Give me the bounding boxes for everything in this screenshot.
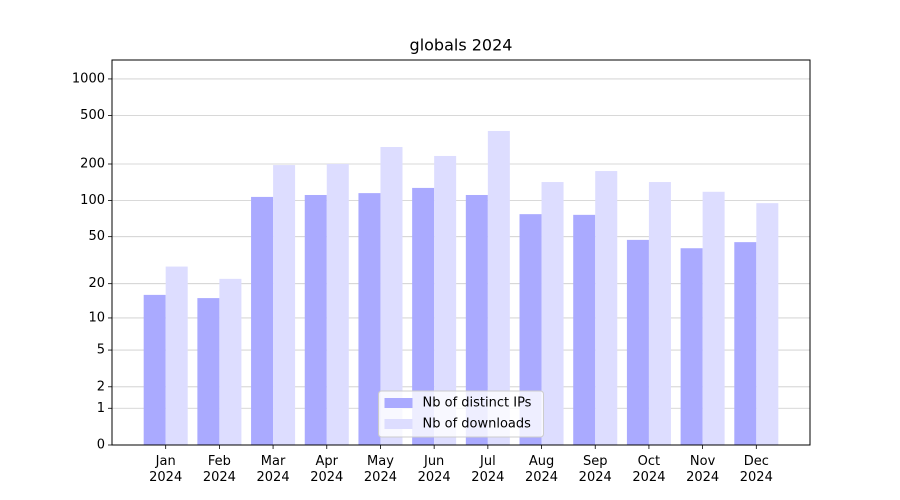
x-tick-label: Oct 2024 (632, 454, 665, 485)
x-tick-label: Jul 2024 (471, 454, 504, 485)
bar (273, 165, 296, 446)
bar (358, 193, 381, 445)
bar (573, 214, 596, 445)
bar (251, 196, 274, 445)
y-tick-label: 20 (88, 276, 105, 291)
legend-box (378, 390, 544, 438)
x-tick-label: Sep 2024 (579, 454, 612, 485)
y-tick-label: 100 (80, 193, 105, 208)
x-tick-label: Jun 2024 (418, 454, 451, 485)
bar (326, 164, 349, 445)
bar (648, 182, 671, 445)
bar (165, 266, 188, 445)
bar (304, 194, 327, 445)
bar (595, 171, 618, 445)
bar (380, 147, 403, 445)
y-tick-label: 5 (97, 343, 105, 358)
y-tick-label: 200 (80, 157, 105, 172)
y-tick-label: 500 (80, 108, 105, 123)
bar (219, 278, 242, 445)
y-tick-label: 2 (97, 379, 105, 394)
x-tick-label: Nov 2024 (686, 454, 719, 485)
bar (465, 194, 488, 445)
bar (626, 239, 649, 445)
bar (519, 214, 542, 445)
chart-title: globals 2024 (410, 36, 513, 55)
bar (756, 203, 779, 445)
bar (487, 130, 510, 445)
y-tick-label: 10 (88, 310, 105, 325)
bar (541, 182, 564, 445)
y-tick-label: 1 (97, 401, 105, 416)
x-tick-label: May 2024 (364, 454, 397, 485)
bar (412, 187, 435, 445)
x-tick-label: Apr 2024 (310, 454, 343, 485)
x-tick-label: Aug 2024 (525, 454, 558, 485)
y-tick-label: 0 (97, 438, 105, 453)
x-tick-label: Feb 2024 (203, 454, 236, 485)
bar (143, 294, 166, 445)
plot-frame (111, 59, 811, 446)
x-tick-label: Jan 2024 (149, 454, 182, 485)
y-tick-label: 50 (88, 229, 105, 244)
legend-swatch (384, 398, 413, 408)
bar (197, 298, 220, 445)
legend-label: Nb of distinct IPs (423, 396, 532, 411)
legend-swatch (384, 419, 413, 429)
bar (680, 248, 703, 445)
x-tick-label: Mar 2024 (257, 454, 290, 485)
y-tick-label: 1000 (72, 71, 105, 86)
legend-label: Nb of downloads (423, 417, 532, 432)
bar (434, 155, 457, 445)
bar (734, 242, 757, 445)
bar (702, 191, 725, 445)
x-tick-label: Dec 2024 (740, 454, 773, 485)
